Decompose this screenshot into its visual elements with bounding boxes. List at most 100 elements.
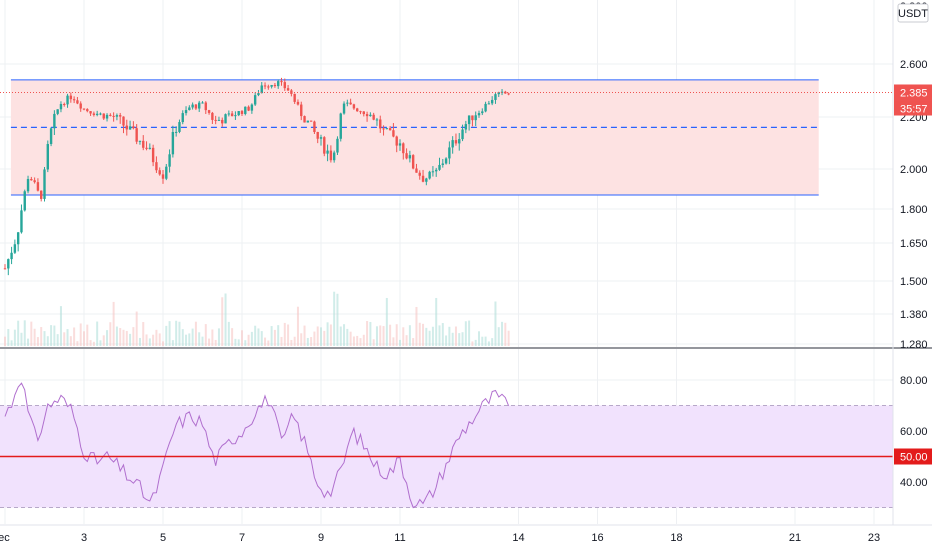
candle-body [93, 113, 95, 114]
volume-bar [281, 337, 283, 346]
volume-bar [478, 331, 480, 346]
volume-bar [488, 341, 490, 346]
volume-bar [406, 335, 408, 346]
candle-body [224, 114, 226, 123]
candle-body [103, 114, 105, 119]
candle-body [218, 120, 220, 121]
x-tick-label: 7 [239, 532, 245, 544]
candle-body [178, 122, 180, 132]
candle-body [287, 88, 289, 90]
volume-bar [83, 331, 85, 346]
candle-body [30, 179, 32, 180]
volume-bar [481, 337, 483, 346]
candle-body [455, 140, 457, 143]
candle-body [221, 120, 223, 123]
volume-bar [462, 332, 464, 346]
candle-body [405, 153, 407, 158]
x-tick-label: 21 [789, 532, 801, 544]
candle-body [346, 103, 348, 104]
volume-bar [123, 330, 125, 346]
volume-bar [132, 327, 134, 346]
volume-bar [20, 333, 22, 346]
volume-bar [409, 325, 411, 346]
candle-body [20, 210, 22, 232]
price-tick-label: 1.280 [900, 339, 928, 351]
volume-bar [284, 323, 286, 346]
x-tick-label: 11 [394, 532, 405, 544]
volume-bar [40, 327, 42, 346]
candle-body [109, 115, 111, 116]
candle-body [198, 103, 200, 109]
volume-bar [30, 322, 32, 346]
rsi-ticks: 80.0060.0040.00 [900, 375, 928, 489]
volume-bar [149, 338, 151, 346]
candle-body [251, 105, 253, 111]
volume-bar [369, 322, 371, 346]
volume-bar [155, 330, 157, 346]
candle-body [451, 140, 453, 147]
volume-bar [471, 341, 473, 346]
volume-bar [448, 327, 450, 346]
volume-bar [425, 328, 427, 346]
candle-body [142, 141, 144, 148]
candle-body [396, 137, 398, 146]
candle-body [270, 85, 272, 87]
volume-bar [24, 320, 26, 346]
candle-body [241, 111, 243, 114]
currency-badge[interactable]: USDT [898, 4, 928, 22]
candle-body [353, 104, 355, 108]
volume-bar [304, 326, 306, 346]
candle-body [10, 253, 12, 259]
volume-bar [297, 307, 299, 346]
candle-body [247, 107, 249, 111]
volume-bar [432, 327, 434, 346]
candle-body [27, 179, 29, 191]
candle-body [50, 128, 52, 144]
price-tick-label: 1.800 [900, 204, 928, 216]
price-tick-label: 1.500 [900, 276, 928, 288]
volume-bar [27, 339, 29, 346]
candle-body [435, 170, 437, 172]
volume-bar [498, 327, 500, 346]
candle-body [76, 100, 78, 103]
volume-bar [225, 293, 227, 346]
rsi-tick-label: 80.00 [900, 375, 928, 387]
volume-bar [336, 294, 338, 346]
volume-bar [310, 337, 312, 346]
candle-body [99, 114, 101, 115]
x-tick-label: Dec [0, 532, 10, 544]
candle-body [165, 167, 167, 179]
volume-bar [412, 338, 414, 346]
volume-bar [392, 337, 394, 346]
volume-bar [169, 321, 171, 346]
price-scale[interactable]: 2.800 2.6002.2002.0001.8001.6501.5001.38… [893, 0, 932, 525]
candle-body [106, 115, 108, 119]
x-tick-label: 5 [160, 532, 166, 544]
volume-bar [435, 298, 437, 346]
candle-body [129, 126, 131, 129]
time-axis[interactable]: Dec 3 5 7 9 11 14 16 18 21 23 [0, 525, 932, 544]
range-box[interactable] [11, 80, 819, 195]
volume-bar [373, 339, 375, 346]
candle-body [300, 105, 302, 117]
price-pane[interactable] [0, 0, 893, 347]
volume-bar [399, 340, 401, 346]
volume-bar [142, 322, 144, 346]
volume-bar [73, 327, 75, 346]
candle-body [389, 128, 391, 130]
rsi-level-tag: 50.00 [894, 449, 932, 465]
volume-bar [241, 330, 243, 346]
candle-body [399, 143, 401, 145]
candle-body [274, 85, 276, 86]
candle-body [37, 182, 39, 190]
volume-bar [491, 338, 493, 346]
candle-body [422, 176, 424, 182]
volume-bar [504, 323, 506, 346]
rsi-pane[interactable] [0, 349, 893, 524]
volume-bar [57, 334, 59, 346]
volume-bars [4, 292, 510, 346]
candle-body [445, 158, 447, 163]
candle-body [66, 96, 68, 105]
volume-bar [53, 326, 55, 346]
